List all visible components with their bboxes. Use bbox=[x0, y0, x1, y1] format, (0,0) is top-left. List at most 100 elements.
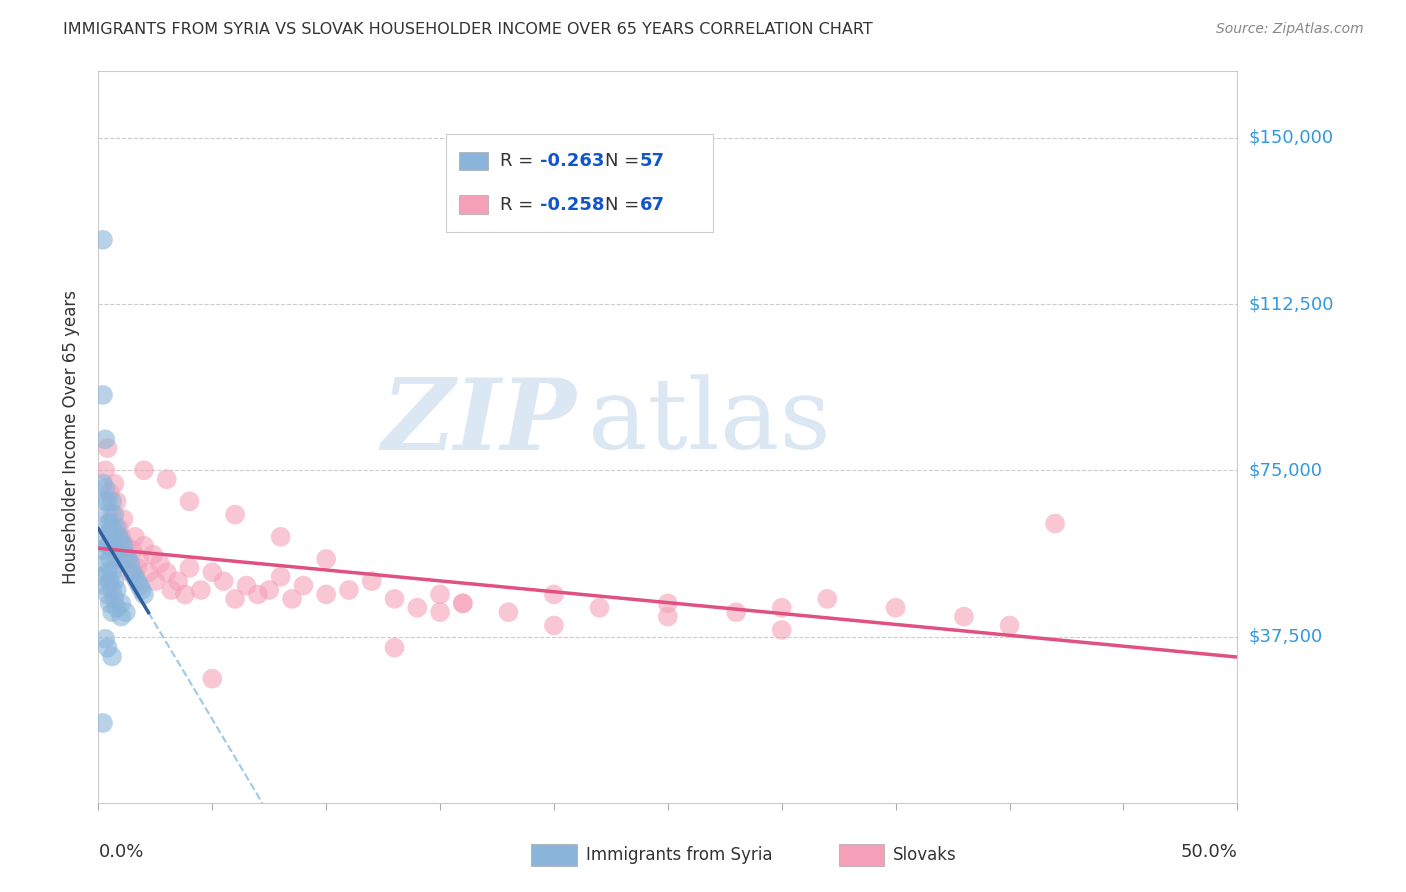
Point bbox=[96, 516, 118, 531]
Point bbox=[998, 618, 1021, 632]
Y-axis label: Householder Income Over 65 years: Householder Income Over 65 years bbox=[62, 290, 80, 584]
Point bbox=[96, 441, 118, 455]
Point bbox=[120, 557, 142, 571]
Text: ZIP: ZIP bbox=[382, 375, 576, 471]
Point bbox=[98, 525, 121, 540]
Point bbox=[201, 672, 224, 686]
Point bbox=[98, 485, 121, 500]
Point bbox=[114, 539, 136, 553]
FancyBboxPatch shape bbox=[839, 845, 884, 866]
Text: -0.258: -0.258 bbox=[540, 195, 605, 213]
Point bbox=[315, 587, 337, 601]
Point bbox=[657, 609, 679, 624]
Point bbox=[174, 587, 197, 601]
Text: $112,500: $112,500 bbox=[1249, 295, 1334, 313]
Point bbox=[953, 609, 976, 624]
Point bbox=[101, 566, 124, 580]
Point bbox=[337, 582, 360, 597]
Point bbox=[103, 476, 125, 491]
Point bbox=[179, 494, 201, 508]
Text: Source: ZipAtlas.com: Source: ZipAtlas.com bbox=[1216, 22, 1364, 37]
Point bbox=[105, 600, 128, 615]
Point bbox=[127, 574, 149, 589]
Point bbox=[94, 463, 117, 477]
Point bbox=[94, 578, 117, 592]
Point bbox=[91, 570, 114, 584]
FancyBboxPatch shape bbox=[460, 152, 488, 170]
Text: 0.0%: 0.0% bbox=[98, 843, 143, 861]
Point bbox=[94, 432, 117, 446]
Point bbox=[406, 600, 429, 615]
Text: Slovaks: Slovaks bbox=[893, 847, 957, 864]
Point bbox=[91, 716, 114, 731]
Text: 57: 57 bbox=[640, 153, 665, 170]
Point bbox=[132, 463, 155, 477]
Point bbox=[110, 596, 132, 610]
Text: 50.0%: 50.0% bbox=[1181, 843, 1237, 861]
Point bbox=[360, 574, 382, 589]
Point bbox=[725, 605, 748, 619]
Point bbox=[110, 609, 132, 624]
Text: -0.263: -0.263 bbox=[540, 153, 605, 170]
Text: $37,500: $37,500 bbox=[1249, 628, 1323, 646]
Point bbox=[94, 530, 117, 544]
Point bbox=[138, 566, 160, 580]
Point bbox=[1043, 516, 1066, 531]
Point bbox=[114, 605, 136, 619]
Text: $150,000: $150,000 bbox=[1249, 128, 1333, 147]
Point bbox=[101, 582, 124, 597]
FancyBboxPatch shape bbox=[460, 195, 488, 214]
Text: atlas: atlas bbox=[588, 375, 831, 470]
Text: $75,000: $75,000 bbox=[1249, 461, 1323, 479]
Point bbox=[105, 582, 128, 597]
Point bbox=[270, 530, 292, 544]
Point bbox=[103, 508, 125, 522]
Point bbox=[149, 557, 172, 571]
Point bbox=[498, 605, 520, 619]
Point bbox=[103, 543, 125, 558]
Point bbox=[156, 472, 179, 486]
Point bbox=[91, 543, 114, 558]
Point bbox=[94, 632, 117, 646]
Point bbox=[212, 574, 235, 589]
Text: IMMIGRANTS FROM SYRIA VS SLOVAK HOUSEHOLDER INCOME OVER 65 YEARS CORRELATION CHA: IMMIGRANTS FROM SYRIA VS SLOVAK HOUSEHOL… bbox=[63, 22, 873, 37]
Point bbox=[142, 548, 165, 562]
Point bbox=[91, 388, 114, 402]
Point bbox=[101, 649, 124, 664]
Point bbox=[384, 591, 406, 606]
Point bbox=[121, 566, 143, 580]
Point bbox=[201, 566, 224, 580]
FancyBboxPatch shape bbox=[531, 845, 576, 866]
Point bbox=[451, 596, 474, 610]
Point bbox=[884, 600, 907, 615]
Point bbox=[91, 233, 114, 247]
Point bbox=[246, 587, 269, 601]
Point bbox=[588, 600, 610, 615]
Point bbox=[770, 600, 793, 615]
Point bbox=[110, 534, 132, 549]
Point bbox=[132, 539, 155, 553]
Point bbox=[132, 587, 155, 601]
Point bbox=[121, 543, 143, 558]
Point bbox=[124, 530, 146, 544]
Point bbox=[101, 605, 124, 619]
Point bbox=[429, 605, 451, 619]
Point bbox=[101, 534, 124, 549]
Point bbox=[98, 574, 121, 589]
Point bbox=[101, 521, 124, 535]
Point bbox=[105, 521, 128, 535]
Point bbox=[384, 640, 406, 655]
Point bbox=[98, 552, 121, 566]
Point bbox=[451, 596, 474, 610]
Point bbox=[101, 508, 124, 522]
Point bbox=[98, 539, 121, 553]
Point bbox=[224, 508, 246, 522]
Point bbox=[128, 552, 150, 566]
Point bbox=[160, 582, 183, 597]
Point bbox=[98, 516, 121, 531]
Point bbox=[105, 494, 128, 508]
Point bbox=[429, 587, 451, 601]
Point bbox=[101, 494, 124, 508]
Point bbox=[96, 587, 118, 601]
Point bbox=[112, 539, 135, 553]
